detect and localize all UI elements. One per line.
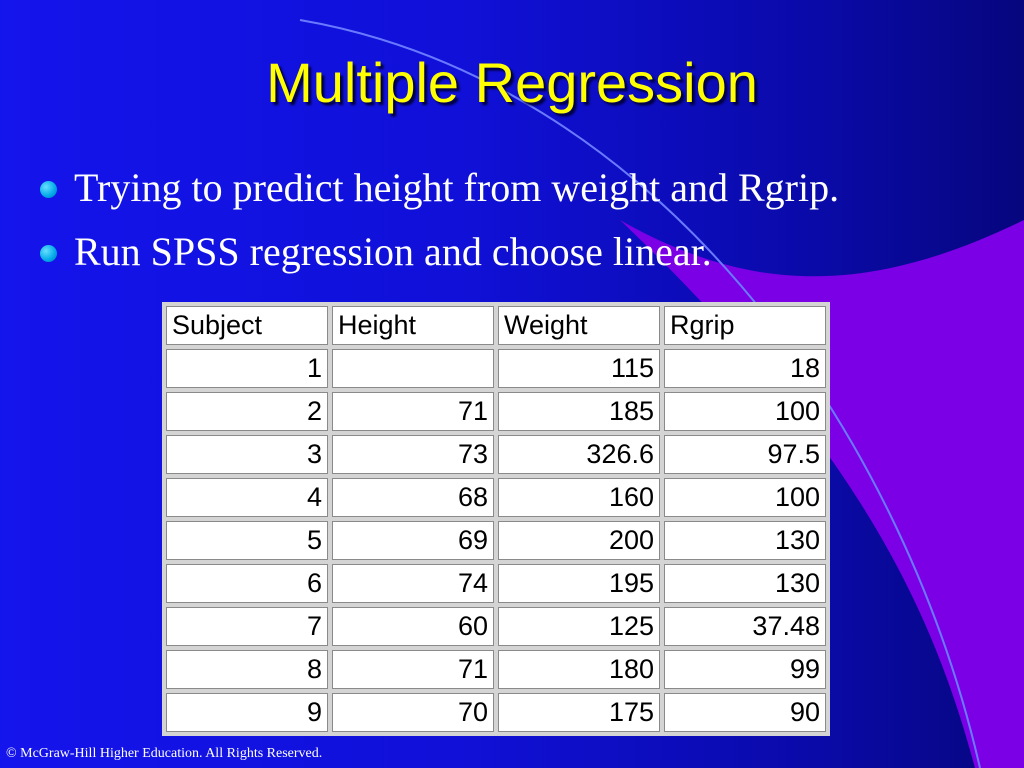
table-cell: 2 <box>166 392 328 431</box>
table-cell: 115 <box>498 349 660 388</box>
table-cell: 7 <box>166 607 328 646</box>
bullet-list: Trying to predict height from weight and… <box>40 162 839 290</box>
table-cell: 125 <box>498 607 660 646</box>
data-table: Subject Height Weight Rgrip 1 115 18 2 7… <box>162 302 830 736</box>
slide-title: Multiple Regression <box>266 51 758 114</box>
table-row: 8 71 180 99 <box>166 650 826 689</box>
table-cell: 73 <box>332 435 494 474</box>
table-cell: 180 <box>498 650 660 689</box>
table-cell: 9 <box>166 693 328 732</box>
table-cell: 71 <box>332 392 494 431</box>
table-row: 4 68 160 100 <box>166 478 826 517</box>
table-cell: 90 <box>664 693 826 732</box>
table-cell: 8 <box>166 650 328 689</box>
table-cell: 195 <box>498 564 660 603</box>
table-row: 2 71 185 100 <box>166 392 826 431</box>
table-cell: 130 <box>664 521 826 560</box>
table-cell: 97.5 <box>664 435 826 474</box>
bullet-dot-icon <box>40 245 57 262</box>
table-row: 5 69 200 130 <box>166 521 826 560</box>
bullet-item: Run SPSS regression and choose linear. <box>40 226 839 290</box>
table-cell: 37.48 <box>664 607 826 646</box>
table-cell: 160 <box>498 478 660 517</box>
table-cell: 130 <box>664 564 826 603</box>
table-cell: 185 <box>498 392 660 431</box>
table-row: 1 115 18 <box>166 349 826 388</box>
table-cell: 5 <box>166 521 328 560</box>
table-cell: 68 <box>332 478 494 517</box>
table-cell: 100 <box>664 392 826 431</box>
bullet-dot-icon <box>40 181 57 198</box>
column-header: Rgrip <box>664 306 826 345</box>
table-cell: 6 <box>166 564 328 603</box>
table-cell: 99 <box>664 650 826 689</box>
table-cell: 200 <box>498 521 660 560</box>
swoosh-shape <box>620 220 1024 768</box>
column-header: Subject <box>166 306 328 345</box>
table-cell: 100 <box>664 478 826 517</box>
table-cell: 71 <box>332 650 494 689</box>
table-cell: 70 <box>332 693 494 732</box>
table-cell <box>332 349 494 388</box>
table-cell: 1 <box>166 349 328 388</box>
table-row: 6 74 195 130 <box>166 564 826 603</box>
table-cell: 60 <box>332 607 494 646</box>
table-row: 7 60 125 37.48 <box>166 607 826 646</box>
table-row: 3 73 326.6 97.5 <box>166 435 826 474</box>
table-cell: 69 <box>332 521 494 560</box>
bullet-text: Trying to predict height from weight and… <box>74 165 840 210</box>
table-cell: 326.6 <box>498 435 660 474</box>
table-header-row: Subject Height Weight Rgrip <box>166 306 826 345</box>
table-cell: 3 <box>166 435 328 474</box>
swoosh-line <box>299 19 981 768</box>
table-cell: 175 <box>498 693 660 732</box>
bullet-item: Trying to predict height from weight and… <box>40 162 839 226</box>
table-cell: 74 <box>332 564 494 603</box>
table-row: 9 70 175 90 <box>166 693 826 732</box>
table-cell: 4 <box>166 478 328 517</box>
column-header: Weight <box>498 306 660 345</box>
copyright-footer: © McGraw-Hill Higher Education. All Righ… <box>6 746 323 761</box>
table-cell: 18 <box>664 349 826 388</box>
bullet-text: Run SPSS regression and choose linear. <box>74 229 712 274</box>
column-header: Height <box>332 306 494 345</box>
